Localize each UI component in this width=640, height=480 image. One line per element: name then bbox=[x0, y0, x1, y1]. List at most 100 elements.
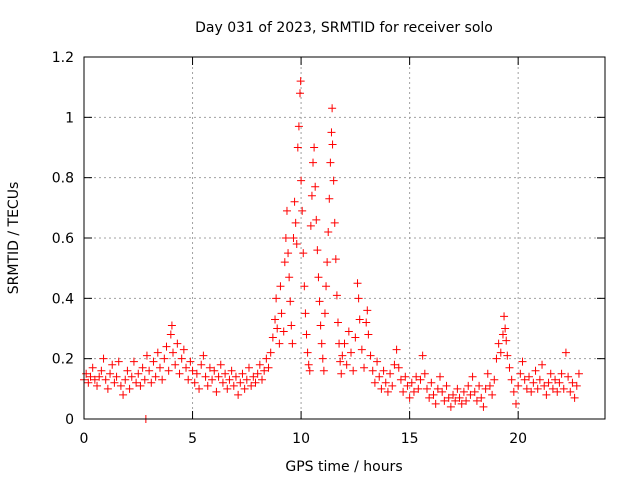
data-point bbox=[195, 384, 204, 393]
data-point bbox=[112, 372, 121, 381]
data-point bbox=[84, 378, 93, 387]
data-point bbox=[140, 375, 149, 384]
data-point bbox=[342, 360, 351, 369]
data-point bbox=[522, 384, 531, 393]
data-point bbox=[121, 375, 130, 384]
data-point bbox=[364, 330, 373, 339]
data-point bbox=[544, 378, 553, 387]
data-point bbox=[349, 366, 358, 375]
data-point bbox=[249, 372, 258, 381]
data-point bbox=[574, 369, 583, 378]
data-point bbox=[494, 339, 503, 348]
data-point bbox=[475, 381, 484, 390]
data-points bbox=[80, 77, 583, 423]
data-point bbox=[162, 342, 171, 351]
data-point bbox=[145, 366, 154, 375]
data-point bbox=[125, 384, 134, 393]
data-point bbox=[337, 369, 346, 378]
data-point bbox=[401, 372, 410, 381]
data-point bbox=[468, 372, 477, 381]
data-point bbox=[440, 396, 449, 405]
data-point bbox=[282, 206, 291, 215]
data-point bbox=[287, 321, 296, 330]
data-point bbox=[496, 348, 505, 357]
data-point bbox=[307, 191, 316, 200]
data-point bbox=[301, 309, 310, 318]
data-point bbox=[255, 360, 264, 369]
data-point bbox=[383, 387, 392, 396]
data-point bbox=[300, 282, 309, 291]
data-point bbox=[505, 363, 514, 372]
data-point bbox=[422, 384, 431, 393]
data-point bbox=[433, 384, 442, 393]
data-point bbox=[103, 384, 112, 393]
data-point bbox=[340, 339, 349, 348]
data-point bbox=[186, 357, 195, 366]
data-point bbox=[546, 369, 555, 378]
data-point bbox=[533, 384, 542, 393]
data-point bbox=[457, 399, 466, 408]
data-point bbox=[208, 375, 217, 384]
data-point bbox=[403, 381, 412, 390]
data-point bbox=[373, 357, 382, 366]
data-point bbox=[344, 327, 353, 336]
axis-ticks bbox=[83, 56, 605, 420]
data-point bbox=[149, 357, 158, 366]
data-point bbox=[101, 375, 110, 384]
data-point bbox=[336, 357, 345, 366]
data-point bbox=[354, 294, 363, 303]
data-point bbox=[298, 206, 307, 215]
data-point bbox=[294, 122, 303, 131]
data-point bbox=[542, 390, 551, 399]
data-point bbox=[509, 387, 518, 396]
data-point bbox=[190, 378, 199, 387]
data-point bbox=[182, 363, 191, 372]
y-tick-label: 1.2 bbox=[52, 50, 74, 66]
data-point bbox=[116, 381, 125, 390]
data-point bbox=[97, 366, 106, 375]
data-point bbox=[297, 176, 306, 185]
x-tick-label: 10 bbox=[292, 431, 310, 447]
data-point bbox=[293, 143, 302, 152]
data-point bbox=[502, 336, 511, 345]
data-point bbox=[288, 339, 297, 348]
data-point bbox=[158, 375, 167, 384]
data-point bbox=[236, 378, 245, 387]
data-point bbox=[351, 333, 360, 342]
data-point bbox=[572, 381, 581, 390]
data-point bbox=[151, 372, 160, 381]
data-point bbox=[225, 375, 234, 384]
data-point bbox=[370, 378, 379, 387]
data-point bbox=[329, 176, 338, 185]
data-point bbox=[277, 309, 286, 318]
data-point bbox=[166, 330, 175, 339]
data-point bbox=[302, 330, 311, 339]
data-point bbox=[285, 273, 294, 282]
data-point bbox=[315, 297, 324, 306]
data-point bbox=[328, 104, 337, 113]
data-point bbox=[95, 372, 104, 381]
data-point bbox=[175, 369, 184, 378]
data-point bbox=[218, 378, 227, 387]
data-point bbox=[412, 372, 421, 381]
data-point bbox=[442, 381, 451, 390]
data-point bbox=[275, 339, 284, 348]
data-point bbox=[304, 360, 313, 369]
data-point bbox=[199, 351, 208, 360]
data-point bbox=[262, 354, 271, 363]
data-point bbox=[416, 375, 425, 384]
data-point bbox=[129, 357, 138, 366]
tick-labels: 0 5 10 15 20 0 0.2 0.4 0.6 0.8 1 1.2 bbox=[52, 50, 527, 447]
data-point bbox=[311, 182, 320, 191]
x-tick-label: 5 bbox=[188, 431, 197, 447]
data-point bbox=[368, 366, 377, 375]
data-point bbox=[214, 372, 223, 381]
data-point bbox=[318, 354, 327, 363]
data-point bbox=[93, 381, 102, 390]
data-point bbox=[99, 354, 108, 363]
data-point bbox=[210, 366, 219, 375]
data-point bbox=[390, 360, 399, 369]
x-axis-label: GPS time / hours bbox=[285, 459, 402, 475]
data-point bbox=[366, 351, 375, 360]
